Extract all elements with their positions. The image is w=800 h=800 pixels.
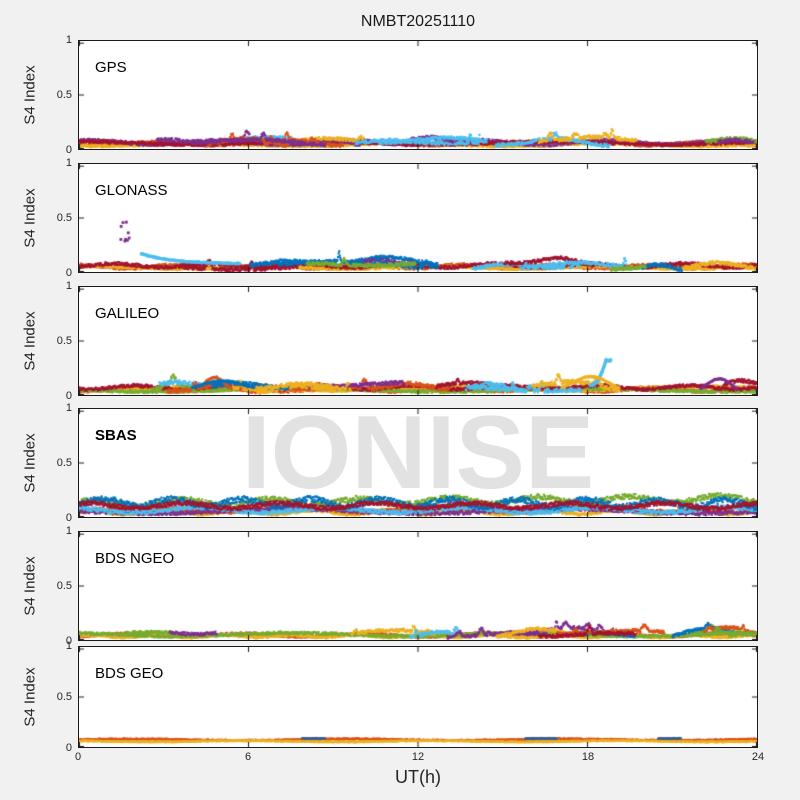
y-tick-label: 1: [65, 640, 72, 652]
figure-title: NMBT20251110: [360, 13, 476, 30]
plot-canvas-bds-geo: [79, 647, 757, 747]
x-axis-label: UT(h): [395, 767, 441, 787]
y-tick-label: 1: [65, 157, 72, 169]
y-tick-label: 0.5: [56, 457, 72, 469]
x-tick-label: 18: [581, 751, 595, 763]
panel-label-bds-geo: BDS GEO: [95, 665, 164, 682]
plot-canvas-galileo: [79, 287, 757, 395]
y-tick-label: 1: [65, 525, 72, 537]
y-axis-label-bds-geo: S4 Index: [21, 667, 39, 727]
plot-canvas-gps: [79, 41, 757, 149]
panel-glonass: GLONASS: [78, 163, 758, 273]
panel-label-galileo: GALILEO: [95, 305, 160, 322]
y-tick-label: 0: [65, 390, 72, 402]
y-tick-label: 0.5: [56, 335, 72, 347]
y-tick-label: 0: [65, 742, 72, 754]
x-tick-label: 12: [411, 751, 425, 763]
x-tick-label: 0: [74, 751, 82, 763]
y-tick-label: 1: [65, 280, 72, 292]
panel-label-glonass: GLONASS: [95, 182, 168, 199]
panel-label-bds-ngeo: BDS NGEO: [95, 550, 175, 567]
y-axis-label-glonass: S4 Index: [21, 188, 39, 248]
panel-label-sbas: SBAS: [95, 427, 137, 444]
y-axis-label-galileo: S4 Index: [21, 311, 39, 371]
y-axis-label-sbas: S4 Index: [21, 433, 39, 493]
y-tick-label: 0: [65, 635, 72, 647]
plot-canvas-glonass: [79, 164, 757, 272]
y-tick-label: 0: [65, 512, 72, 524]
y-tick-label: 0: [65, 144, 72, 156]
y-axis-label-bds-ngeo: S4 Index: [21, 556, 39, 616]
plot-canvas-sbas: [79, 409, 757, 517]
panel-sbas: IONISESBAS: [78, 401, 758, 518]
panel-bds-ngeo: BDS NGEO: [78, 531, 758, 641]
y-tick-label: 0.5: [56, 691, 72, 703]
y-tick-label: 0: [65, 267, 72, 279]
y-tick-label: 1: [65, 402, 72, 414]
panel-bds-geo: BDS GEO: [78, 646, 758, 748]
y-tick-label: 1: [65, 34, 72, 46]
x-tick-label: 6: [244, 751, 252, 763]
panel-gps: GPS: [78, 40, 758, 150]
y-tick-label: 0.5: [56, 212, 72, 224]
panel-label-gps: GPS: [95, 59, 127, 76]
plot-canvas-bds-ngeo: [79, 532, 757, 640]
x-tick-label: 24: [751, 751, 765, 763]
y-axis-label-gps: S4 Index: [21, 65, 39, 125]
panel-galileo: GALILEO: [78, 286, 758, 396]
y-tick-label: 0.5: [56, 580, 72, 592]
y-tick-label: 0.5: [56, 89, 72, 101]
